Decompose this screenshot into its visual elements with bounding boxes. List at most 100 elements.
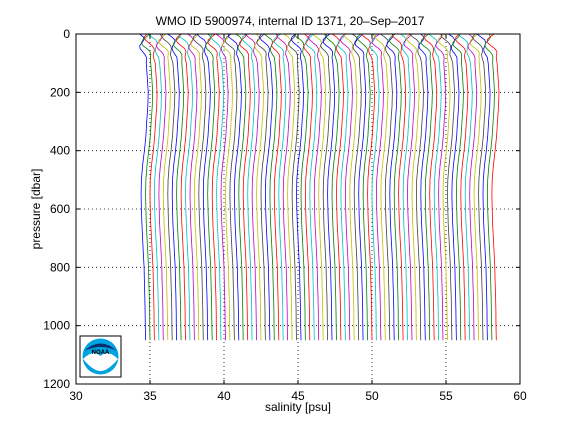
x-tick-label: 30 <box>69 389 83 403</box>
salinity-profile-line <box>486 33 500 341</box>
x-tick-label: 45 <box>291 389 305 403</box>
salinity-profile-line <box>320 33 331 341</box>
salinity-profile-line <box>283 33 296 341</box>
salinity-profile-line <box>360 33 376 341</box>
salinity-profile-line <box>187 33 198 341</box>
salinity-profile-line <box>258 33 273 341</box>
salinity-profile-line <box>215 33 229 341</box>
logo-text: NOAA <box>92 350 110 356</box>
salinity-profile-line <box>441 33 456 341</box>
noaa-logo: NOAA <box>79 335 122 378</box>
salinity-profile-line <box>354 33 367 341</box>
y-tick-label: 0 <box>63 27 70 41</box>
salinity-profile-line <box>263 33 278 341</box>
salinity-profile-line <box>147 33 162 341</box>
salinity-profile-line <box>374 33 389 341</box>
salinity-profile-line <box>196 33 211 341</box>
y-tick-label: 1000 <box>43 319 70 333</box>
salinity-profile-line <box>241 33 256 341</box>
salinity-profile-line <box>140 33 154 341</box>
salinity-profile-line <box>371 33 384 341</box>
salinity-profile-line <box>403 33 416 341</box>
salinity-profile-line <box>167 33 180 341</box>
x-tick-label: 40 <box>217 389 231 403</box>
salinity-profile-line <box>423 33 438 341</box>
y-tick-label: 200 <box>50 85 70 99</box>
salinity-profile-line <box>207 33 220 341</box>
y-axis-label: pressure [dbar] <box>29 169 43 250</box>
salinity-profile-line <box>245 33 260 341</box>
x-tick-label: 55 <box>439 389 453 403</box>
salinity-profile-line <box>192 33 207 341</box>
salinity-profile-line <box>400 33 411 341</box>
salinity-profile-line <box>391 33 407 341</box>
salinity-profile-line <box>342 33 358 341</box>
logo-dark-band <box>84 343 117 351</box>
salinity-profile-line <box>161 33 176 341</box>
salinity-profile-line <box>288 33 300 341</box>
salinity-profile-line <box>222 33 234 341</box>
salinity-profile-line <box>155 33 167 341</box>
x-tick-label: 60 <box>513 389 527 403</box>
salinity-profile-line <box>235 33 247 341</box>
salinity-profile-line <box>435 33 447 341</box>
y-tick-label: 600 <box>50 202 70 216</box>
salinity-profile-line <box>406 33 420 341</box>
salinity-profile-line <box>455 33 469 341</box>
salinity-profile-line <box>357 33 371 341</box>
salinity-profile-line <box>293 33 309 341</box>
y-tick-label: 800 <box>50 260 70 274</box>
x-axis-label: salinity [psu] <box>265 400 331 414</box>
logo-gull-icon <box>83 353 118 371</box>
salinity-profile-line <box>420 33 433 341</box>
x-tick-label: 35 <box>143 389 157 403</box>
salinity-profile-line <box>303 33 313 341</box>
salinity-profile-line <box>476 33 491 341</box>
salinity-profile-line <box>337 33 349 341</box>
salinity-profile-line <box>437 33 451 341</box>
salinity-profile-line <box>270 33 282 341</box>
salinity-profile-line <box>418 33 429 341</box>
salinity-profile-line <box>448 33 460 341</box>
salinity-profile-line <box>224 33 238 341</box>
x-tick-label: 50 <box>365 389 379 403</box>
salinity-profile-line <box>143 33 158 341</box>
salinity-profile-line <box>484 33 495 341</box>
salinity-profiles <box>139 33 500 341</box>
salinity-profile-line <box>388 33 402 341</box>
y-tick-label: 1200 <box>43 377 70 391</box>
salinity-profile-line <box>276 33 291 341</box>
salinity-profile-line <box>369 33 380 341</box>
salinity-profile-line <box>256 33 269 341</box>
salinity-profile-line <box>273 33 287 341</box>
salinity-profile-line <box>312 33 327 341</box>
salinity-profile-line <box>178 33 194 341</box>
salinity-profile-line <box>290 33 305 341</box>
salinity-profile-line <box>386 33 398 341</box>
salinity-profile-line <box>175 33 189 341</box>
salinity-profile-line <box>173 33 185 341</box>
salinity-profile-line <box>339 33 353 341</box>
salinity-profile-line <box>467 33 478 341</box>
salinity-profile-line <box>458 33 473 341</box>
salinity-profile-line <box>380 33 393 341</box>
salinity-profile-line <box>227 33 242 341</box>
salinity-profile-line <box>331 33 345 341</box>
salinity-profile-line <box>409 33 424 341</box>
salinity-profile-line <box>469 33 482 341</box>
salinity-profile-line <box>452 33 464 341</box>
chart-title: WMO ID 5900974, internal ID 1371, 20–Sep… <box>156 14 425 28</box>
salinity-profile-line <box>322 33 336 341</box>
salinity-profile-line <box>139 33 149 341</box>
salinity-profile-line <box>189 33 202 341</box>
salinity-profile-line <box>307 33 322 341</box>
salinity-profile-line <box>305 33 318 341</box>
salinity-profile-line <box>239 33 251 341</box>
salinity-profile-line <box>158 33 171 341</box>
salinity-profile-line <box>325 33 340 341</box>
salinity-profile-line <box>352 33 362 341</box>
salinity-profile-line <box>254 33 265 341</box>
